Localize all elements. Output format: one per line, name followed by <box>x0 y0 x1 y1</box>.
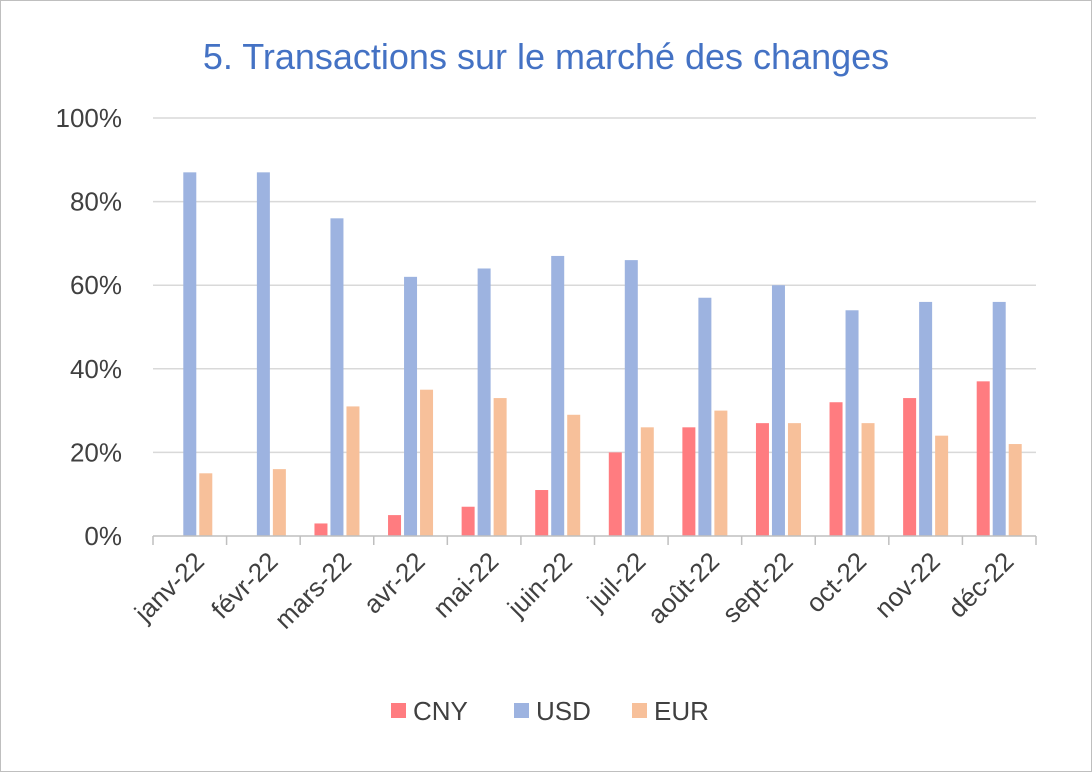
bar-eur <box>420 389 434 536</box>
bar-usd <box>698 297 712 536</box>
bar-usd <box>992 301 1006 536</box>
bar-eur <box>935 435 949 536</box>
legend: CNY USD EUR <box>391 696 709 726</box>
bar-usd <box>183 172 197 536</box>
bar-usd <box>404 276 418 536</box>
x-tick-label: sept-22 <box>716 546 799 629</box>
bar-cny <box>388 515 402 536</box>
legend-label-eur: EUR <box>654 696 709 726</box>
bar-cny <box>461 506 475 536</box>
bar-cny <box>314 523 328 536</box>
bar-eur <box>567 414 581 536</box>
bar-usd <box>256 172 270 536</box>
x-tick-label: déc-22 <box>942 546 1019 623</box>
x-tick-label: août-22 <box>642 546 726 630</box>
x-tick-label: avr-22 <box>357 546 430 619</box>
x-tick-label: janv-22 <box>128 546 210 628</box>
bar-eur <box>787 423 801 536</box>
bar-usd <box>477 268 491 536</box>
legend-swatch-usd <box>514 703 529 718</box>
legend-swatch-cny <box>391 703 406 718</box>
bar-cny <box>682 427 696 536</box>
y-tick-label: 0% <box>84 521 122 551</box>
x-tick-label: juil-22 <box>581 546 652 617</box>
bar-eur <box>1008 444 1022 536</box>
y-tick-label: 100% <box>56 103 123 133</box>
x-tick-label: nov-22 <box>868 546 945 623</box>
bar-cny <box>976 381 990 536</box>
bar-usd <box>845 310 859 536</box>
bars <box>183 172 1022 536</box>
y-tick-label: 60% <box>70 270 122 300</box>
bar-usd <box>771 285 785 536</box>
bar-usd <box>919 301 933 536</box>
gridlines <box>153 117 1036 454</box>
bar-eur <box>714 410 728 536</box>
bar-cny <box>535 490 549 536</box>
bar-cny <box>608 452 622 536</box>
bar-eur <box>199 473 213 536</box>
bar-eur <box>272 469 286 536</box>
bar-usd <box>330 218 344 536</box>
bar-eur <box>346 406 360 536</box>
bar-eur <box>640 427 654 536</box>
bar-eur <box>493 398 507 536</box>
bar-usd <box>624 260 638 536</box>
bar-usd <box>551 255 565 536</box>
legend-swatch-eur <box>632 703 647 718</box>
legend-label-usd: USD <box>536 696 591 726</box>
y-tick-label: 80% <box>70 187 122 217</box>
chart-title: 5. Transactions sur le marché des change… <box>202 36 890 77</box>
bar-eur <box>861 423 875 536</box>
x-tick-label: oct-22 <box>800 546 872 618</box>
y-tick-label: 20% <box>70 437 122 467</box>
bar-cny <box>755 423 769 536</box>
bar-cny <box>829 402 843 536</box>
x-tick-label: mars-22 <box>269 546 358 635</box>
legend-label-cny: CNY <box>413 696 468 726</box>
bar-cny <box>903 398 917 536</box>
x-tick-label: juin-22 <box>501 546 578 623</box>
y-tick-label: 40% <box>70 354 122 384</box>
y-axis: 0% 20% 40% 60% 80% 100% <box>56 103 123 551</box>
x-tick-label: mai-22 <box>427 546 504 623</box>
